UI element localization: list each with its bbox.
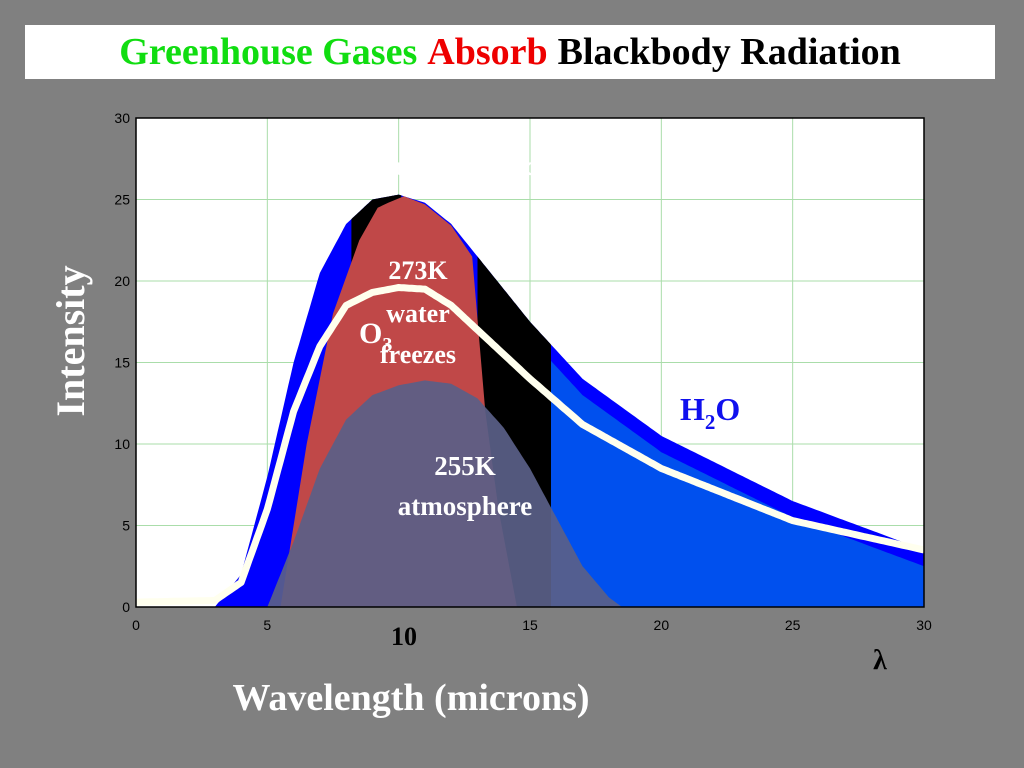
x-tick-bold-10: 10 [391, 622, 417, 651]
y-tick-label: 0 [122, 599, 130, 615]
title-part-absorb: Absorb [427, 31, 548, 73]
y-tick-label: 10 [114, 436, 130, 452]
label-255k-atmosphere: atmosphere [398, 491, 533, 521]
y-tick-label: 20 [114, 273, 130, 289]
title-banner: Greenhouse Gases Absorb Blackbody Radiat… [25, 25, 995, 79]
y-tick-label: 30 [114, 110, 130, 126]
label-h2o: H2O [680, 391, 740, 434]
label-273k: 273K [388, 256, 448, 285]
x-tick-label: 20 [654, 617, 670, 633]
label-273k-water: water [386, 299, 450, 328]
title-part-radiation: Blackbody Radiation [557, 31, 901, 73]
plot-frame [135, 117, 925, 608]
label-255k: 255K [434, 451, 496, 481]
x-tick-label: 5 [263, 617, 271, 633]
title-part-greenhouse: Greenhouse Gases [119, 31, 418, 73]
label-288k-surface: 288K Earth's surface [304, 151, 548, 181]
y-tick-label: 5 [122, 518, 130, 534]
x-tick-label: 15 [522, 617, 538, 633]
x-axis-label: Wavelength (microns) [232, 677, 589, 719]
label-273k-freezes: freezes [380, 340, 456, 369]
x-axis-ticks: 0 5 15 20 25 30 [132, 617, 932, 633]
x-tick-label: 30 [916, 617, 932, 633]
label-co2: CO2 [560, 295, 619, 338]
y-tick-label: 15 [114, 355, 130, 371]
lambda-symbol: λ [873, 645, 887, 676]
curve-273k-water-freezes [136, 284, 924, 606]
y-axis-ticks: 0 5 10 15 20 25 30 [114, 110, 130, 615]
y-axis-label: Intensity [48, 265, 93, 416]
area-255k-atmosphere [267, 380, 622, 607]
label-o3: O3 [359, 317, 392, 356]
y-tick-label: 25 [114, 192, 130, 208]
x-tick-label: 0 [132, 617, 140, 633]
x-tick-label: 25 [785, 617, 801, 633]
